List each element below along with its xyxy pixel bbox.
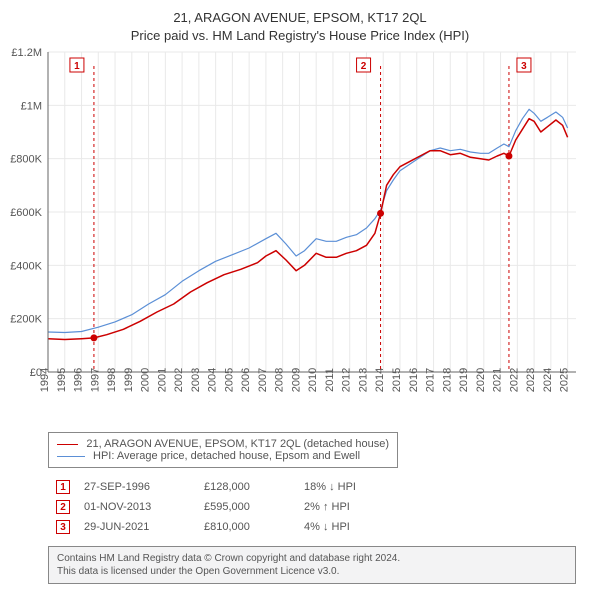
x-tick-label: 2009 [290, 368, 302, 392]
x-tick-label: 2015 [391, 368, 403, 392]
x-tick-label: 2003 [190, 368, 202, 392]
legend: 21, ARAGON AVENUE, EPSOM, KT17 2QL (deta… [48, 432, 398, 468]
series-subject [48, 119, 568, 340]
x-tick-label: 2002 [173, 368, 185, 392]
x-tick-label: 2019 [458, 368, 470, 392]
event-marker-number: 3 [521, 61, 527, 72]
x-tick-label: 2012 [341, 368, 353, 392]
transaction-marker: 2 [56, 500, 70, 514]
legend-item: HPI: Average price, detached house, Epso… [57, 450, 389, 462]
event-marker-number: 1 [74, 61, 80, 72]
x-tick-label: 2022 [508, 368, 520, 392]
x-tick-label: 1999 [123, 368, 135, 392]
event-marker-number: 2 [361, 61, 367, 72]
transaction-marker: 1 [56, 480, 70, 494]
transaction-date: 29-JUN-2021 [84, 521, 204, 533]
x-tick-label: 2023 [525, 368, 537, 392]
x-tick-label: 2013 [357, 368, 369, 392]
transactions-table: 1 27-SEP-1996£128,00018% ↓ HPI 2 01-NOV-201… [48, 472, 428, 542]
y-tick-label: £600K [10, 207, 42, 219]
transaction-row: 3 29-JUN-2021£810,0004% ↓ HPI [56, 517, 420, 537]
x-tick-label: 2004 [207, 368, 219, 392]
transaction-dot [377, 210, 384, 217]
x-tick-label: 2025 [559, 368, 571, 392]
x-tick-label: 2017 [425, 368, 437, 392]
transaction-date: 27-SEP-1996 [84, 481, 204, 493]
x-tick-label: 2024 [542, 368, 554, 392]
x-tick-label: 2021 [492, 368, 504, 392]
legend-label: HPI: Average price, detached house, Epso… [93, 450, 360, 462]
x-tick-label: 1998 [106, 368, 118, 392]
transaction-marker: 3 [56, 520, 70, 534]
y-tick-label: £200K [10, 314, 42, 326]
x-tick-label: 2006 [240, 368, 252, 392]
x-tick-label: 2007 [257, 368, 269, 392]
transaction-dot [505, 153, 512, 160]
y-tick-label: £400K [10, 260, 42, 272]
transaction-dot [90, 334, 97, 341]
transaction-delta: 4% ↓ HPI [304, 521, 404, 533]
price-vs-hpi-chart: £0£200K£400K£600K£800K£1M£1.2M1994199519… [0, 0, 600, 430]
transaction-price: £128,000 [204, 481, 304, 493]
x-tick-label: 2020 [475, 368, 487, 392]
x-tick-label: 1994 [39, 368, 51, 392]
x-tick-label: 2014 [374, 368, 386, 392]
x-tick-label: 2001 [156, 368, 168, 392]
series-hpi [48, 109, 568, 332]
x-tick-label: 1997 [89, 368, 101, 392]
credits-line1: Contains HM Land Registry data © Crown c… [57, 552, 567, 565]
legend-swatch [57, 456, 85, 457]
y-tick-label: £800K [10, 154, 42, 166]
legend-label: 21, ARAGON AVENUE, EPSOM, KT17 2QL (deta… [86, 438, 389, 450]
x-tick-label: 2018 [441, 368, 453, 392]
x-tick-label: 1996 [73, 368, 85, 392]
x-tick-label: 2010 [307, 368, 319, 392]
transaction-delta: 18% ↓ HPI [304, 481, 404, 493]
x-tick-label: 2000 [140, 368, 152, 392]
legend-swatch [57, 444, 78, 445]
x-tick-label: 2008 [274, 368, 286, 392]
transaction-row: 1 27-SEP-1996£128,00018% ↓ HPI [56, 477, 420, 497]
x-tick-label: 1995 [56, 368, 68, 392]
x-tick-label: 2016 [408, 368, 420, 392]
legend-item: 21, ARAGON AVENUE, EPSOM, KT17 2QL (deta… [57, 438, 389, 450]
transaction-row: 2 01-NOV-2013£595,0002% ↑ HPI [56, 497, 420, 517]
transaction-price: £595,000 [204, 501, 304, 513]
y-tick-label: £1.2M [11, 47, 42, 59]
transaction-price: £810,000 [204, 521, 304, 533]
data-credits: Contains HM Land Registry data © Crown c… [48, 546, 576, 584]
x-tick-label: 2005 [223, 368, 235, 392]
credits-line2: This data is licensed under the Open Gov… [57, 565, 567, 578]
transaction-delta: 2% ↑ HPI [304, 501, 404, 513]
transaction-date: 01-NOV-2013 [84, 501, 204, 513]
y-tick-label: £1M [21, 100, 42, 112]
